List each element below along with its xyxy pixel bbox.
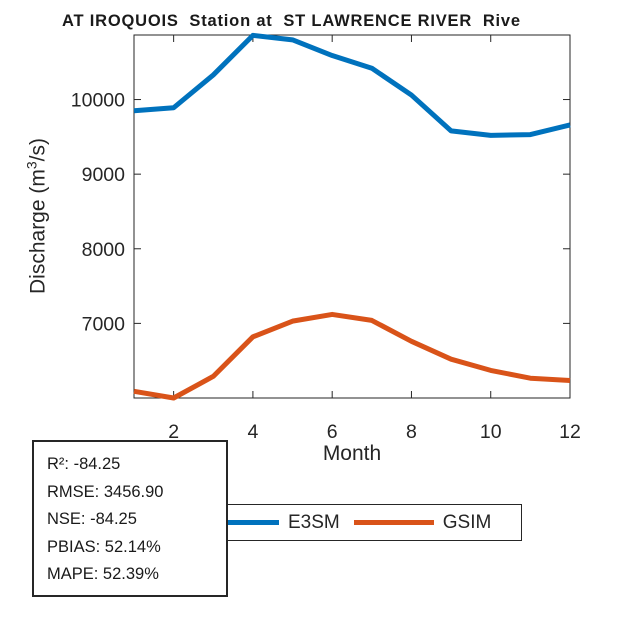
legend-entry-gsim: GSIM [353, 511, 506, 534]
legend-label-gsim: GSIM [442, 511, 492, 533]
stat-r2: R²: -84.25 [47, 455, 121, 473]
x-tick-label: 2 [168, 421, 179, 443]
stat-rmse: RMSE: 3456.90 [47, 482, 164, 501]
x-axis-label: Month [322, 442, 382, 465]
plot-frame [133, 34, 571, 399]
x-tick-label: 8 [406, 421, 417, 443]
x-tick-label: 10 [480, 421, 502, 443]
stat-nse: NSE: -84.25 [47, 510, 137, 528]
x-tick-label: 6 [327, 421, 338, 443]
stats-box: R²: -84.25 RMSE: 3456.90 NSE: -84.25 PBI… [32, 440, 228, 597]
x-tick-label: 4 [247, 421, 258, 443]
y-axis-label: Discharge (m3/s) [24, 138, 51, 294]
chart-title: AT IROQUOIS Station at ST LAWRENCE RIVER… [62, 12, 521, 30]
y-tick-label: 7000 [82, 313, 126, 335]
series-line-gsim [133, 311, 571, 401]
legend-entry-e3sm: E3SM [199, 512, 354, 534]
y-axis-label-suffix: /s) [26, 138, 50, 162]
stat-pbias: PBIAS: 52.14% [47, 537, 161, 556]
x-tick-label: 12 [559, 421, 581, 443]
y-tick-label: 8000 [82, 239, 126, 261]
y-tick-label: 10000 [71, 90, 125, 112]
legend-line-sample-gsim [353, 520, 434, 525]
y-tick-label: 9000 [82, 164, 126, 186]
legend-label-e3sm: E3SM [288, 511, 340, 533]
stat-mape: MAPE: 52.39% [47, 565, 159, 583]
y-axis-label-superscript: 3 [23, 161, 40, 170]
legend-box: E3SM GSIM [188, 504, 522, 541]
legend-line-sample-e3sm [199, 520, 279, 525]
series-line-e3sm [133, 32, 571, 138]
y-axis-label-prefix: Discharge (m [26, 169, 50, 294]
